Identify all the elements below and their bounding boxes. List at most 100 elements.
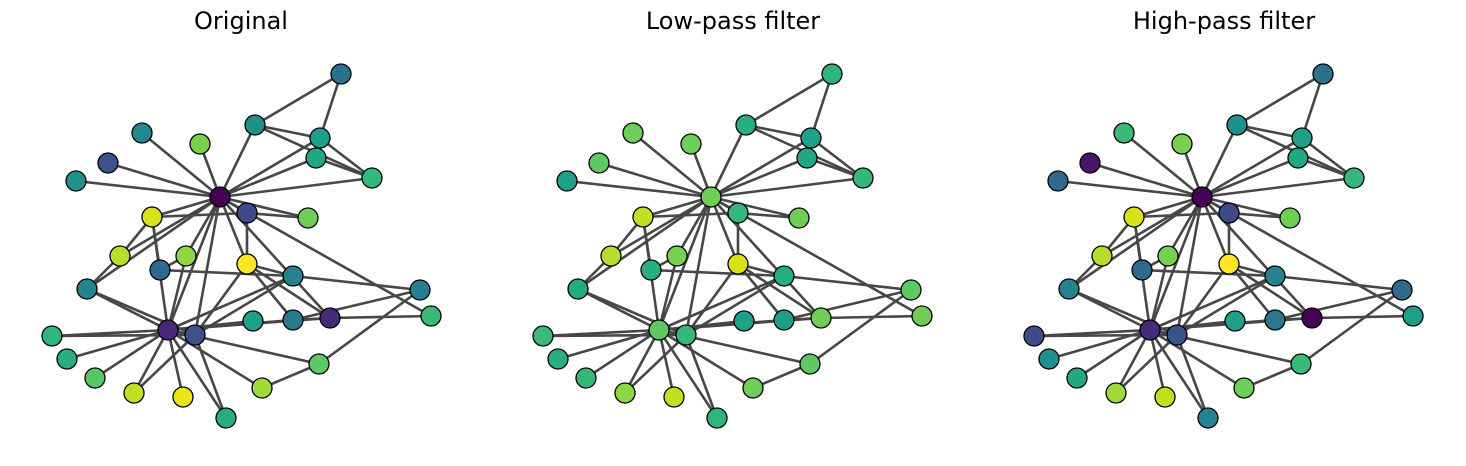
graph-node — [663, 386, 685, 408]
graph-edge — [292, 274, 421, 292]
graph-node — [575, 367, 597, 389]
graph-node — [242, 310, 264, 332]
graph-node — [1226, 114, 1248, 136]
graph-edge — [86, 287, 169, 332]
graph-node — [1105, 382, 1127, 404]
graph-edge — [709, 196, 740, 265]
graph-node — [600, 245, 622, 267]
graph-node — [1123, 206, 1145, 228]
graph-edge — [1274, 288, 1403, 322]
graph-node — [1402, 305, 1424, 327]
graph-node — [733, 310, 755, 332]
graph-edge — [577, 287, 660, 332]
graph-node — [236, 202, 258, 224]
graph-edge — [1227, 263, 1277, 321]
graph-edge — [1148, 196, 1204, 331]
graph-edge — [141, 131, 221, 199]
graph-node — [131, 122, 153, 144]
graph-edge — [745, 72, 833, 127]
graph-edge — [1148, 255, 1170, 331]
graph-edge — [151, 195, 221, 219]
graph-edge — [193, 263, 249, 336]
graph-edge — [1149, 274, 1276, 332]
graph-node — [297, 207, 319, 229]
graph-node — [622, 122, 644, 144]
graph-edge — [624, 334, 687, 394]
graph-edge — [1068, 195, 1203, 291]
graph-node — [773, 265, 795, 287]
graph-node — [788, 207, 810, 229]
graph-edge — [318, 288, 421, 366]
graph-edge — [783, 288, 912, 322]
graph-node — [1131, 259, 1153, 281]
graph-edge — [1166, 196, 1204, 257]
graph-node — [141, 206, 163, 228]
graph-edge — [245, 263, 295, 321]
graph-edge — [133, 334, 196, 394]
graph-edge — [219, 195, 309, 220]
graph-node — [1191, 186, 1213, 208]
graph-node — [420, 305, 442, 327]
graph-node — [799, 353, 821, 375]
graph-node — [640, 259, 662, 281]
node-group — [532, 63, 933, 429]
graph-edge — [709, 124, 748, 198]
graph-node — [319, 307, 341, 329]
graph-node — [1058, 278, 1080, 300]
graph-edge — [107, 161, 221, 199]
graph-edge — [1149, 328, 1245, 390]
graph-edge — [642, 211, 739, 219]
graph-node — [567, 278, 589, 300]
graph-node — [547, 348, 569, 370]
graph-edge — [710, 195, 800, 220]
graph-node — [773, 309, 795, 331]
panel-title-original: Original — [194, 7, 288, 35]
graph-edge — [1133, 195, 1203, 219]
graph-edge — [86, 195, 221, 291]
graph-edge — [809, 288, 912, 366]
graph-node — [157, 319, 179, 341]
graph-edge — [1200, 124, 1239, 198]
graph-node — [309, 127, 331, 149]
graph-edge — [167, 274, 294, 332]
graph-edge — [566, 179, 712, 199]
graph-edge — [292, 288, 421, 322]
graph-node — [236, 253, 258, 275]
graph-edge — [585, 328, 660, 380]
graph-node — [215, 407, 237, 429]
graph-edge — [132, 329, 170, 394]
graph-node — [1166, 324, 1188, 346]
graph-node — [706, 407, 728, 429]
graph-edge — [745, 123, 812, 140]
graph-node — [41, 325, 63, 347]
graph-edge — [75, 179, 221, 199]
graph-node — [184, 324, 206, 346]
graph-edge — [246, 262, 331, 320]
graph-edge — [1300, 288, 1403, 366]
graph-edge — [658, 328, 754, 390]
graph-edge — [820, 314, 923, 320]
graph-edge — [1200, 196, 1231, 265]
panel-low-pass: Low-pass filter — [532, 7, 933, 429]
graph-edge — [166, 255, 188, 331]
graph-node — [97, 152, 119, 174]
graph-node — [632, 206, 654, 228]
panel-title-high-pass: High-pass filter — [1133, 7, 1315, 35]
graph-edge — [166, 196, 222, 331]
graph-node — [65, 170, 87, 192]
graph-edge — [710, 176, 864, 199]
graph-edge — [167, 328, 263, 390]
graph-edge — [1123, 131, 1203, 199]
graph-edge — [657, 329, 676, 398]
graph-edge — [1057, 179, 1203, 199]
graph-node — [1343, 167, 1365, 189]
graph-node — [149, 259, 171, 281]
graph-edge — [1201, 176, 1355, 199]
graph-node — [109, 245, 131, 267]
graph-node — [244, 114, 266, 136]
graph-node — [675, 324, 697, 346]
graph-node — [700, 186, 722, 208]
graph-edge — [1133, 211, 1230, 219]
graph-edge — [219, 156, 317, 199]
